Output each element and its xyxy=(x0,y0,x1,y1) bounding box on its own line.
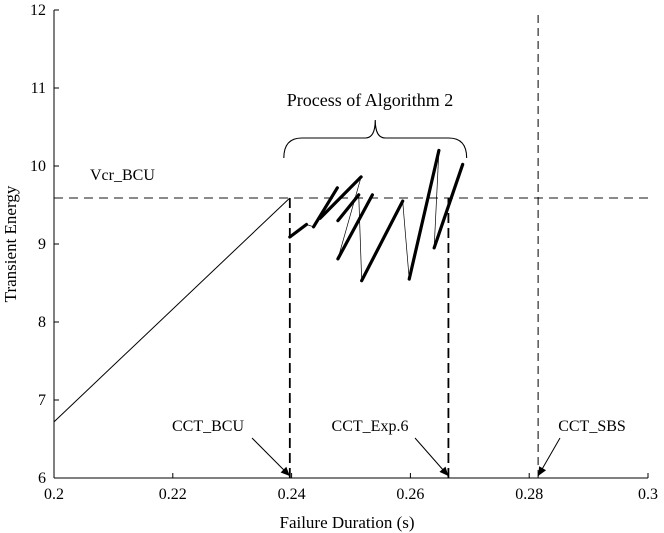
x-tick-label: 0.26 xyxy=(396,486,424,503)
vcr-bcu-label: Vcr_BCU xyxy=(90,167,155,184)
annotation-arrows xyxy=(251,437,561,477)
connector-segment xyxy=(433,150,440,248)
x-tick-label: 0.3 xyxy=(638,486,658,503)
y-tick-label: 12 xyxy=(30,2,46,19)
x-axis-title: Failure Duration (s) xyxy=(279,513,414,532)
plot-area xyxy=(53,10,648,478)
algorithm-bracket xyxy=(283,119,468,159)
algorithm-segment xyxy=(432,162,465,250)
ticks: 0.2 0.22 0.24 0.26 0.28 0.3 6 7 8 9 10 11 12 xyxy=(30,2,658,503)
connector-segment xyxy=(402,201,410,280)
algorithm-segment xyxy=(318,175,363,220)
y-tick-label: 9 xyxy=(38,236,46,253)
x-tick-label: 0.28 xyxy=(515,486,543,503)
y-tick-label: 7 xyxy=(38,392,46,409)
arrow-head xyxy=(538,466,547,476)
algorithm-segment xyxy=(288,222,309,239)
x-tick-label: 0.22 xyxy=(159,486,187,503)
connector-segment xyxy=(337,176,362,259)
connector-segment xyxy=(358,194,363,281)
cct-sbs-label: CCT_SBS xyxy=(558,418,626,435)
y-tick-label: 11 xyxy=(31,80,46,97)
y-tick-label: 8 xyxy=(38,314,46,331)
connector-segment xyxy=(319,187,338,219)
x-tick-label: 0.24 xyxy=(278,486,306,503)
y-axis-title: Transient Energy xyxy=(1,185,20,302)
y-tick-label: 6 xyxy=(38,470,46,487)
axes xyxy=(53,10,648,479)
algorithm-segment xyxy=(407,148,441,281)
cct-bcu-label: CCT_BCU xyxy=(172,418,244,435)
algorithm-segment xyxy=(336,193,361,223)
connector-segment xyxy=(306,224,314,228)
algorithm-segment xyxy=(336,193,374,261)
cct-exp6-label: CCT_Exp.6 xyxy=(332,418,409,435)
algorithm-segment xyxy=(360,199,405,283)
y-tick-label: 10 xyxy=(30,158,46,175)
arrow-head xyxy=(439,466,449,476)
energy-line xyxy=(53,197,291,423)
x-tick-label: 0.2 xyxy=(44,486,64,503)
bracket-label: Process of Algorithm 2 xyxy=(287,90,454,110)
arrow-head xyxy=(280,466,290,476)
